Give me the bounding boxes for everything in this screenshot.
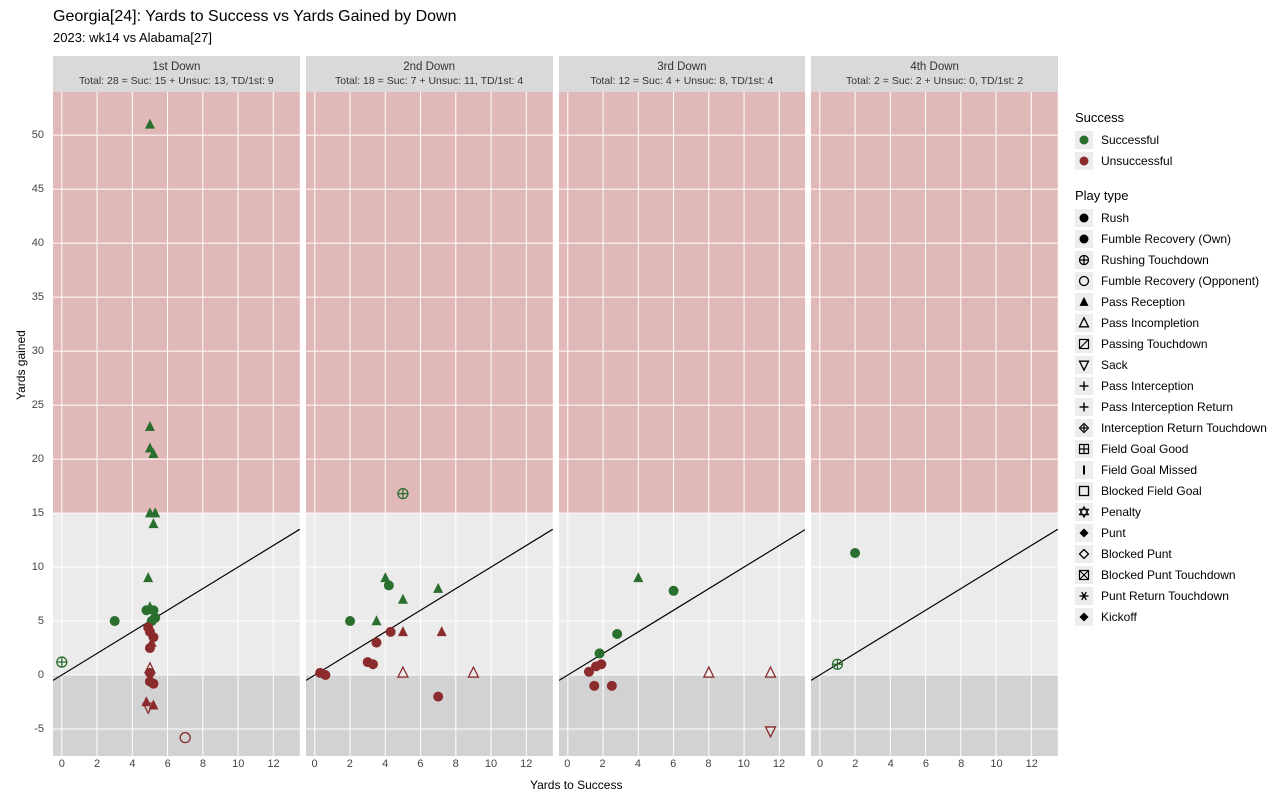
scatter-panel [811, 92, 1058, 756]
chart-title: Georgia[24]: Yards to Success vs Yards G… [53, 8, 456, 26]
data-point [320, 670, 330, 680]
data-point [606, 681, 616, 691]
legend-item: Punt Return Touchdown [1075, 587, 1275, 605]
legend-item: Blocked Field Goal [1075, 482, 1275, 500]
legend-item: Punt [1075, 524, 1275, 542]
data-point [368, 659, 378, 669]
legend-item: Rushing Touchdown [1075, 251, 1275, 269]
legend-item: Kickoff [1075, 608, 1275, 626]
facet-panel: 1st DownTotal: 28 = Suc: 15 + Unsuc: 13,… [53, 56, 300, 756]
data-point [668, 586, 678, 596]
scatter-panel [559, 92, 806, 756]
x-axis-ticks: 024681012024681012024681012024681012 [53, 758, 1058, 774]
legend-item: Penalty [1075, 503, 1275, 521]
data-point [371, 638, 381, 648]
data-point [594, 648, 604, 658]
data-point [833, 659, 843, 669]
y-axis-ticks: -505101520253035404550 [0, 92, 50, 732]
data-point [148, 679, 158, 689]
legend-item: Pass Reception [1075, 293, 1275, 311]
legend-item: Rush [1075, 209, 1275, 227]
data-point [433, 692, 443, 702]
facet-strip: 2nd DownTotal: 18 = Suc: 7 + Unsuc: 11, … [306, 56, 553, 92]
data-point [596, 659, 606, 669]
legend-item: Pass Interception [1075, 377, 1275, 395]
plot-area: 1st DownTotal: 28 = Suc: 15 + Unsuc: 13,… [53, 56, 1058, 756]
facet-panel: 4th DownTotal: 2 = Suc: 2 + Unsuc: 0, TD… [811, 56, 1058, 756]
facet-panel: 2nd DownTotal: 18 = Suc: 7 + Unsuc: 11, … [306, 56, 553, 756]
data-point [145, 643, 155, 653]
data-point [612, 629, 622, 639]
legend-item: Fumble Recovery (Own) [1075, 230, 1275, 248]
legend-item: Fumble Recovery (Opponent) [1075, 272, 1275, 290]
data-point [145, 668, 155, 678]
chart-subtitle: 2023: wk14 vs Alabama[27] [53, 30, 212, 45]
data-point [583, 667, 593, 677]
legend-item: Passing Touchdown [1075, 335, 1275, 353]
legend-item: Pass Interception Return [1075, 398, 1275, 416]
data-point [345, 616, 355, 626]
data-point [143, 623, 153, 633]
scatter-panel [306, 92, 553, 756]
scatter-panel [53, 92, 300, 756]
facet-strip: 4th DownTotal: 2 = Suc: 2 + Unsuc: 0, TD… [811, 56, 1058, 92]
legend-item: Field Goal Good [1075, 440, 1275, 458]
facet-panel: 3rd DownTotal: 12 = Suc: 4 + Unsuc: 8, T… [559, 56, 806, 756]
data-point [850, 548, 860, 558]
data-point [398, 489, 408, 499]
legend-item: Pass Incompletion [1075, 314, 1275, 332]
data-point [150, 613, 160, 623]
legend-item: Blocked Punt Touchdown [1075, 566, 1275, 584]
facet-strip: 3rd DownTotal: 12 = Suc: 4 + Unsuc: 8, T… [559, 56, 806, 92]
data-point [57, 657, 67, 667]
data-point [385, 627, 395, 637]
legend-success-title: Success [1075, 110, 1275, 125]
x-axis-label: Yards to Success [530, 778, 622, 792]
legend-playtype-title: Play type [1075, 188, 1275, 203]
data-point [589, 681, 599, 691]
legend-item: Successful [1075, 131, 1275, 149]
legend-item: Field Goal Missed [1075, 461, 1275, 479]
legend-item: Blocked Punt [1075, 545, 1275, 563]
legend-item: Sack [1075, 356, 1275, 374]
data-point [384, 580, 394, 590]
legend-item: Interception Return Touchdown [1075, 419, 1275, 437]
legend-item: Unsuccessful [1075, 152, 1275, 170]
legend: Success Successful Unsuccessful Play type… [1075, 100, 1275, 629]
facet-strip: 1st DownTotal: 28 = Suc: 15 + Unsuc: 13,… [53, 56, 300, 92]
data-point [110, 616, 120, 626]
